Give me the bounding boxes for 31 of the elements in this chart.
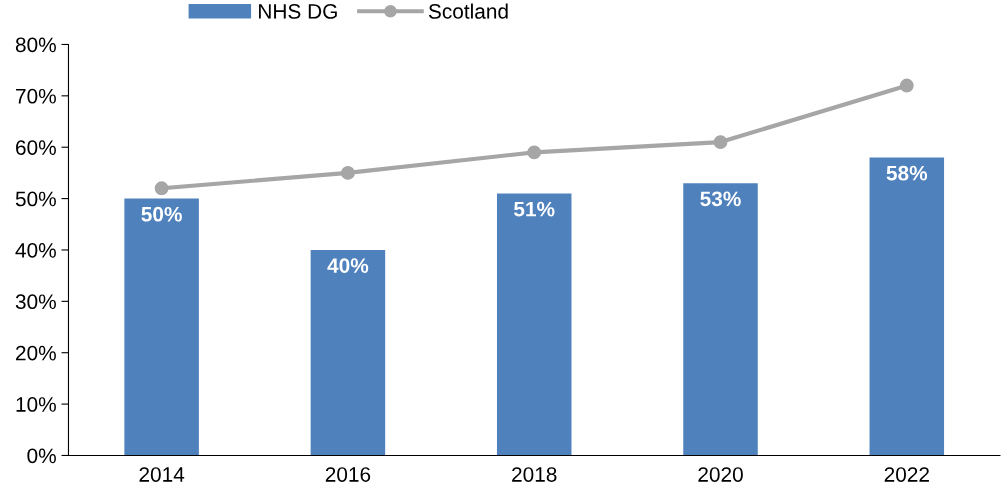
- x-tick-label: 2014: [139, 467, 185, 482]
- data-label: 58%: [886, 165, 928, 181]
- y-tick-label: 70%: [16, 88, 56, 104]
- bar: [496, 193, 572, 456]
- y-tick-label: 80%: [15, 37, 56, 53]
- data-label: 53%: [700, 191, 741, 207]
- y-tick-label: 10%: [16, 397, 56, 412]
- point: [154, 181, 169, 196]
- bar: [869, 157, 945, 456]
- y-tick-label: 20%: [16, 345, 56, 361]
- bar: [124, 198, 199, 456]
- legend-label: Scotland: [428, 3, 508, 19]
- x-tick-label: 2022: [884, 467, 929, 482]
- data-label: 50%: [141, 206, 182, 222]
- y-tick-label: 50%: [15, 191, 56, 207]
- point: [713, 135, 728, 150]
- y-tick-label: 0%: [27, 448, 56, 464]
- point: [899, 78, 914, 93]
- bar: [310, 249, 386, 456]
- data-label: 40%: [327, 258, 369, 273]
- point: [340, 165, 355, 180]
- legend-label: NHS DG: [259, 4, 337, 19]
- y-tick-label: 30%: [15, 294, 56, 310]
- data-label: 51%: [514, 201, 555, 217]
- x-tick-label: 2016: [325, 467, 371, 482]
- x-tick-label: 2020: [698, 467, 743, 482]
- point: [527, 145, 542, 160]
- bar: [683, 183, 758, 456]
- y-tick-label: 40%: [15, 242, 56, 258]
- x-tick-label: 2018: [512, 467, 557, 482]
- y-tick-label: 60%: [16, 140, 56, 155]
